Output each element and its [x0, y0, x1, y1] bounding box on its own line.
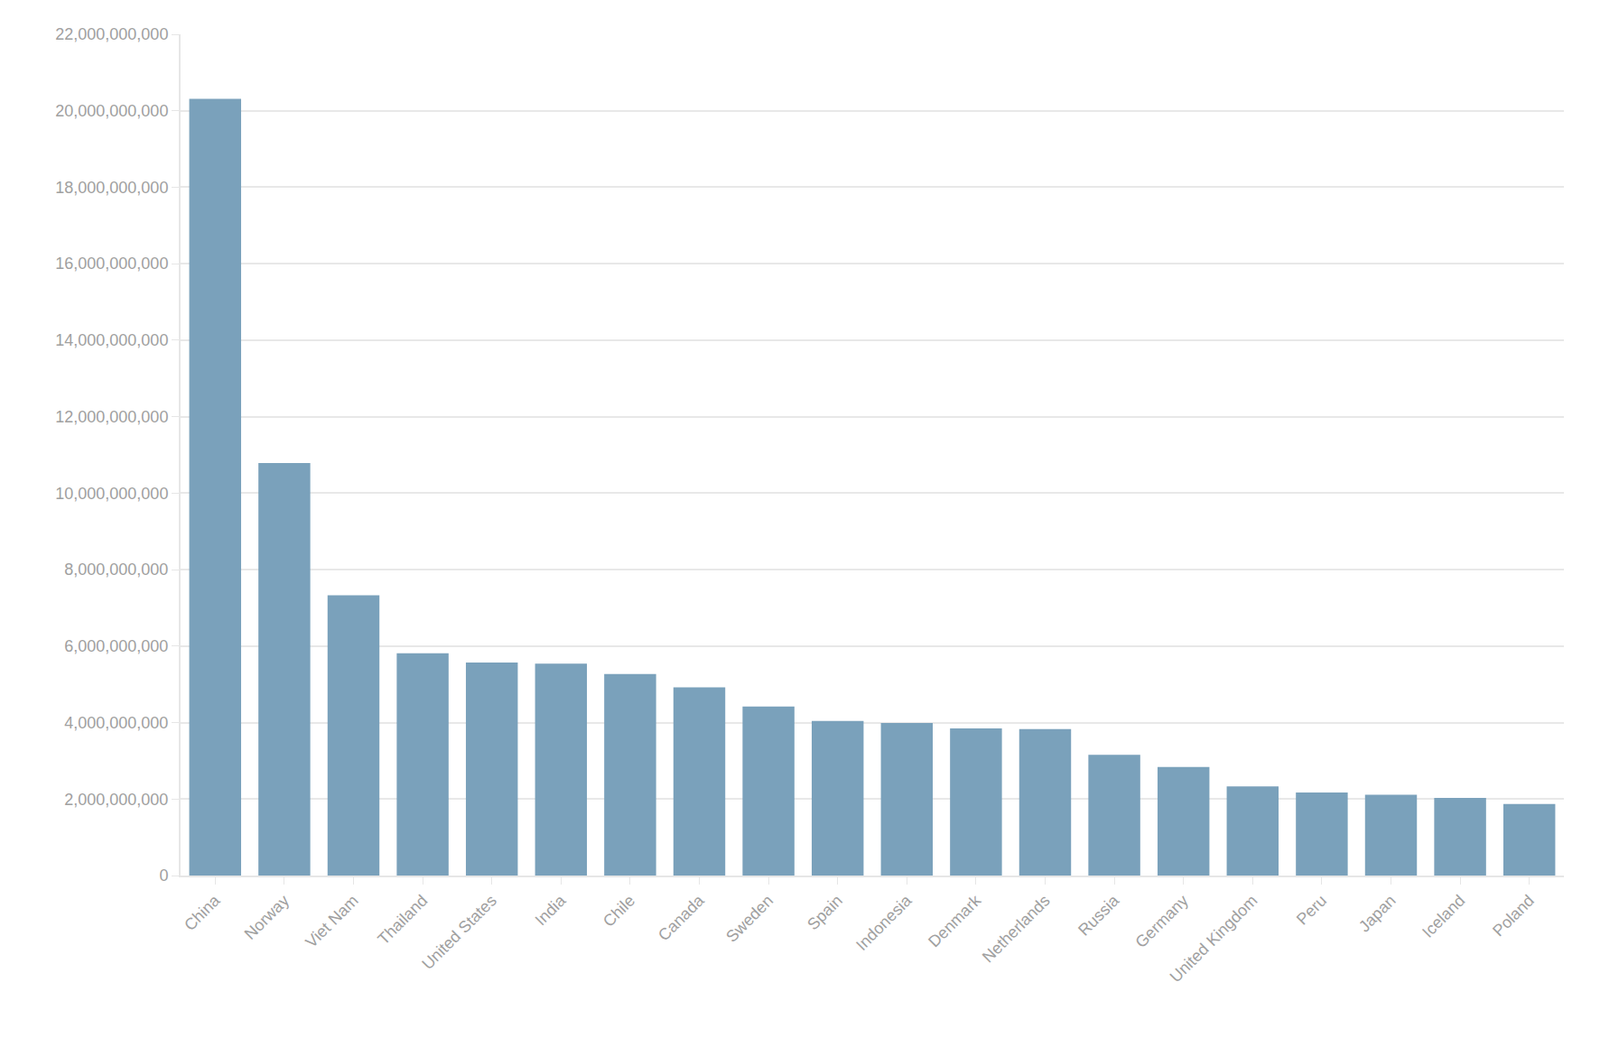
svg-text:8,000,000,000: 8,000,000,000: [64, 560, 168, 579]
svg-text:United States: United States: [418, 892, 501, 975]
svg-text:Russia: Russia: [1074, 891, 1124, 940]
svg-text:14,000,000,000: 14,000,000,000: [55, 331, 168, 350]
svg-text:Netherlands: Netherlands: [978, 892, 1054, 968]
svg-text:10,000,000,000: 10,000,000,000: [55, 484, 168, 503]
svg-text:Indonesia: Indonesia: [852, 891, 916, 955]
svg-text:Spain: Spain: [803, 892, 847, 935]
svg-text:Viet Nam: Viet Nam: [301, 892, 362, 952]
svg-text:2,000,000,000: 2,000,000,000: [64, 790, 168, 810]
svg-text:Norway: Norway: [241, 892, 293, 944]
svg-text:Sweden: Sweden: [722, 892, 777, 947]
svg-text:Iceland: Iceland: [1418, 892, 1469, 942]
svg-text:0: 0: [158, 866, 168, 885]
svg-text:Peru: Peru: [1293, 892, 1331, 930]
svg-text:Chile: Chile: [599, 892, 639, 931]
svg-text:Poland: Poland: [1488, 892, 1538, 941]
svg-text:United Kingdom: United Kingdom: [1166, 892, 1262, 987]
svg-text:12,000,000,000: 12,000,000,000: [55, 408, 168, 427]
svg-text:18,000,000,000: 18,000,000,000: [55, 178, 168, 197]
svg-text:22,000,000,000: 22,000,000,000: [55, 25, 168, 44]
svg-text:India: India: [531, 891, 570, 930]
svg-text:Canada: Canada: [654, 891, 708, 945]
svg-text:20,000,000,000: 20,000,000,000: [55, 102, 168, 121]
svg-text:Denmark: Denmark: [924, 891, 985, 951]
svg-text:Japan: Japan: [1355, 892, 1400, 937]
svg-text:4,000,000,000: 4,000,000,000: [64, 714, 168, 733]
svg-text:16,000,000,000: 16,000,000,000: [55, 254, 168, 273]
svg-text:China: China: [180, 891, 224, 935]
svg-text:6,000,000,000: 6,000,000,000: [64, 637, 168, 656]
svg-text:Germany: Germany: [1131, 892, 1191, 952]
svg-text:Thailand: Thailand: [373, 892, 431, 949]
